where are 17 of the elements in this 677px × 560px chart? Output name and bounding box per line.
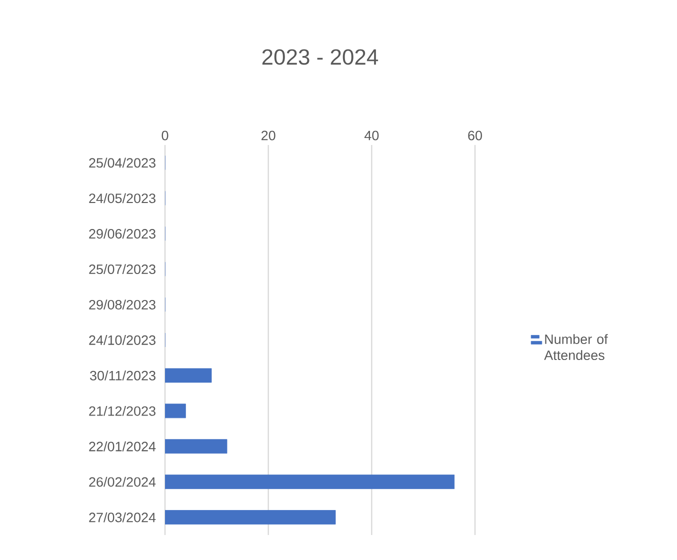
y-tick-label: 25/07/2023: [89, 264, 156, 274]
y-tick-label: 25/04/2023: [89, 158, 156, 168]
y-tick-label: 29/08/2023: [89, 300, 156, 310]
legend-label: Number of Attendees: [544, 334, 608, 360]
chart-title: 2023 - 2024: [262, 49, 378, 65]
y-tick-label: 26/02/2024: [89, 476, 156, 487]
x-tick-label: 40: [364, 130, 379, 140]
y-tick-label: 24/10/2023: [89, 335, 156, 345]
x-tick-label: 20: [262, 130, 276, 140]
x-tick-label: 60: [468, 130, 482, 140]
y-tick-label: 22/01/2024: [89, 441, 156, 452]
x-tick-label: 0: [162, 130, 168, 140]
y-tick-label: 27/03/2024: [89, 512, 156, 522]
y-tick-label: 21/12/2023: [89, 406, 156, 416]
y-tick-label: 29/06/2023: [89, 228, 156, 239]
y-tick-label: 30/11/2023: [90, 370, 156, 380]
y-tick-label: 24/05/2023: [89, 193, 156, 204]
